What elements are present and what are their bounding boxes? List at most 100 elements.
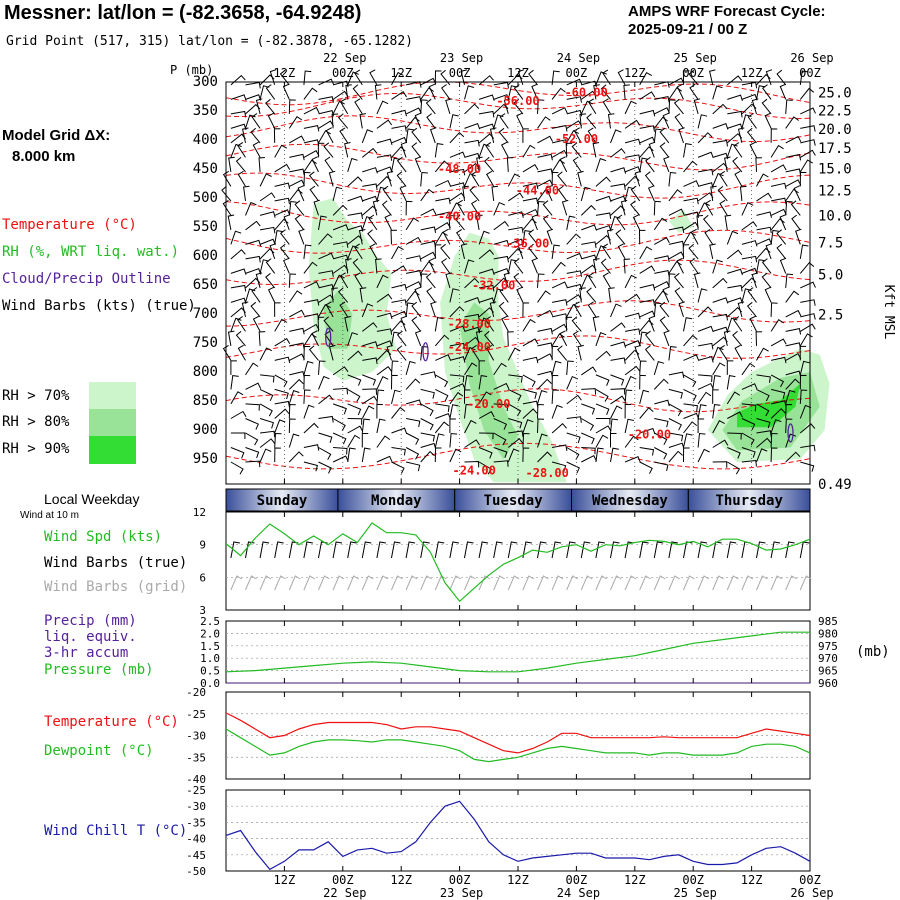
true-wind-barb bbox=[770, 541, 781, 559]
wind-barb bbox=[478, 461, 492, 475]
wind-barb bbox=[551, 360, 562, 376]
wind-barb bbox=[391, 389, 401, 405]
wind-barb bbox=[513, 258, 524, 274]
wind-barb bbox=[255, 98, 263, 115]
wind-barb bbox=[265, 258, 276, 274]
wind-barb bbox=[756, 247, 771, 260]
wind-barb bbox=[537, 153, 553, 161]
true-wind-barb bbox=[551, 541, 562, 559]
bottom-axis-time-tick: 12Z bbox=[507, 873, 529, 887]
pressure-tick-label: 960 bbox=[818, 677, 838, 690]
wind-barb bbox=[405, 116, 420, 129]
wind-barb bbox=[727, 284, 743, 292]
wind-barb bbox=[411, 127, 422, 144]
isotherm-label: -44.00 bbox=[516, 183, 559, 197]
wind-barb bbox=[698, 342, 714, 350]
wind-barb bbox=[288, 389, 300, 405]
wind-barb bbox=[595, 418, 611, 425]
wind-barb bbox=[303, 261, 318, 274]
wind-barb bbox=[712, 123, 729, 130]
wind-barb bbox=[761, 272, 772, 289]
bottom-axis-date-tick: 26 Sep bbox=[790, 886, 833, 900]
wind-barb bbox=[479, 432, 494, 440]
wind-barb bbox=[269, 243, 277, 260]
wind-barb bbox=[391, 71, 404, 86]
true-wind-barb bbox=[712, 541, 722, 559]
wind-barb bbox=[391, 125, 407, 132]
forecast-cycle-value: 2025-09-21 / 00 Z bbox=[628, 21, 748, 38]
grid-wind-barb bbox=[464, 575, 476, 591]
wind-barb bbox=[362, 395, 378, 405]
wind-barb bbox=[741, 221, 758, 231]
grid-wind-barb bbox=[303, 575, 316, 591]
wind-barb bbox=[298, 228, 305, 245]
pressure-tick-label: 965 bbox=[818, 665, 838, 678]
grid-wind-barb bbox=[245, 575, 257, 591]
precip-accum-label: 3-hr accum bbox=[44, 645, 129, 661]
top-axis-time-tick: 12Z bbox=[624, 66, 646, 80]
wind-barb bbox=[267, 112, 276, 129]
wind-barb bbox=[331, 287, 338, 303]
wind-barb bbox=[522, 164, 539, 173]
wind-barb bbox=[352, 84, 363, 100]
wind-barb bbox=[430, 301, 437, 318]
wind-barb bbox=[309, 185, 319, 202]
wind-barb bbox=[683, 354, 700, 361]
height-tick-label: 2.5 bbox=[818, 308, 843, 324]
wind-barb bbox=[245, 220, 261, 231]
isotherm-label: -60.00 bbox=[564, 85, 607, 99]
wind-barb bbox=[391, 374, 398, 390]
grid-wind-barb bbox=[741, 575, 754, 591]
wind-barb bbox=[653, 200, 661, 216]
wind-barb bbox=[551, 125, 568, 132]
wind-barb bbox=[639, 461, 653, 474]
pressure-tick-label: 975 bbox=[818, 640, 838, 653]
wind-barb bbox=[420, 208, 437, 216]
wind-barb bbox=[493, 460, 509, 467]
pressure-tick-label: 350 bbox=[193, 103, 218, 119]
wind-barb bbox=[464, 362, 478, 376]
wind-barb bbox=[653, 360, 665, 376]
wind-barb bbox=[259, 173, 272, 187]
wind-chill-series-label: Wind Chill T (°C) bbox=[44, 823, 188, 839]
wind-barb bbox=[258, 331, 266, 346]
isotherm-line bbox=[225, 442, 811, 470]
bottom-axis-time-tick: 00Z bbox=[449, 873, 471, 887]
isotherm-label: -24.00 bbox=[453, 464, 496, 478]
wind-barb bbox=[332, 366, 349, 376]
wind-barb bbox=[696, 215, 703, 230]
grid-wind-barb bbox=[391, 575, 403, 591]
wind-barb bbox=[260, 430, 276, 438]
wind-barb bbox=[566, 461, 580, 474]
wind-barb bbox=[668, 371, 685, 379]
bottom-axis-time-tick: 12Z bbox=[274, 873, 296, 887]
wind-barb bbox=[361, 433, 369, 448]
wind-barb bbox=[485, 141, 495, 158]
wind-barb bbox=[376, 138, 393, 146]
pressure-tick-label: 800 bbox=[193, 364, 218, 380]
true-wind-barb bbox=[595, 541, 605, 559]
wind-barb bbox=[712, 139, 728, 147]
wind-barb bbox=[435, 354, 451, 361]
grid-wind-barb bbox=[478, 575, 491, 591]
wind-barb bbox=[406, 270, 422, 277]
wind-barb bbox=[551, 374, 559, 390]
wind-barb bbox=[697, 114, 708, 129]
wind-barb bbox=[513, 98, 524, 115]
wind-barb bbox=[440, 243, 451, 260]
wind-barb bbox=[486, 344, 495, 361]
wind-barb bbox=[770, 400, 787, 407]
wind-barb bbox=[662, 112, 670, 129]
wind-barb bbox=[595, 245, 607, 260]
wind-barb bbox=[230, 230, 242, 245]
wind-barb bbox=[785, 328, 802, 335]
wind-barb bbox=[561, 199, 569, 216]
isotherm-line bbox=[225, 388, 811, 413]
wind-barb bbox=[595, 388, 609, 402]
wind-barb bbox=[551, 87, 566, 100]
wind-barb bbox=[595, 374, 610, 386]
wind-barb bbox=[756, 374, 771, 383]
wind-barb bbox=[368, 214, 378, 231]
wind-barb bbox=[659, 127, 670, 144]
wind-barb bbox=[639, 319, 654, 332]
